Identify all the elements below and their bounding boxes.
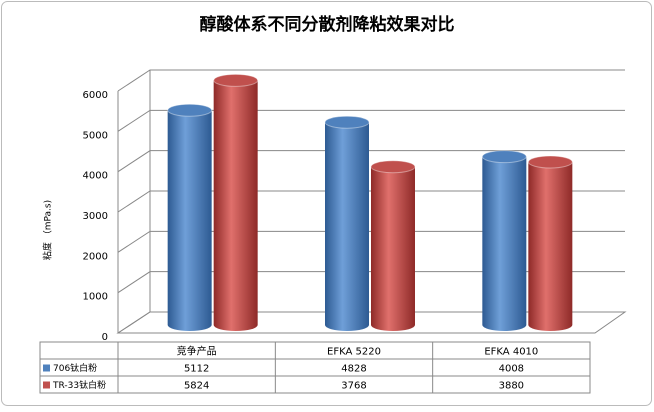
legend-swatch [43,364,50,372]
y-tick-label: 5000 [83,130,108,141]
bar-top [481,150,527,164]
y-tick-label: 4000 [83,171,108,182]
y-tick-label: 2000 [83,251,108,262]
legend-label: 706钛白粉 [53,362,97,374]
table-value: 3768 [341,381,366,392]
bar-top [370,160,416,174]
table-value: 3880 [499,381,524,392]
table-value: 5112 [184,364,209,375]
bar-body [167,110,212,332]
y-tick-label: 3000 [83,211,108,222]
table-frame [39,341,591,394]
bar-body [325,122,369,331]
grid-line [117,230,625,253]
table-value: 4008 [499,364,524,375]
bar-top [213,73,259,87]
table-value: 4828 [341,364,366,375]
bar [481,150,527,331]
bar [527,155,573,331]
y-axis-label: 粘度 （mPa.s) [42,200,54,260]
grid-line [117,109,625,132]
bar [213,73,259,331]
grid-line [117,271,625,294]
bar [370,160,416,331]
bar-top [324,115,370,129]
grid-line [117,190,625,213]
grid-line [117,150,625,173]
table-value: 5824 [184,381,209,392]
x-tick-label: 竞争产品 [177,345,217,358]
bar [324,115,370,331]
bar-body [528,162,573,331]
grid-line [117,69,625,92]
bar [167,103,213,332]
bar-body [213,80,258,331]
x-tick-label: EFKA 4010 [484,347,538,358]
y-tick-label: 1000 [83,292,108,303]
y-tick-label: 6000 [83,90,108,101]
legend-label: TR-33钛白粉 [52,379,106,391]
bar-body [482,156,527,331]
x-tick-label: EFKA 5220 [327,347,381,358]
bar-top [167,103,213,117]
grid-line [117,311,625,334]
bar-top [527,155,573,169]
y-tick-label: 0 [102,332,108,343]
legend-swatch [43,381,50,389]
chart-title: 醇酸体系不同分散剂降粘效果对比 [200,14,455,35]
bar-body [371,166,415,331]
